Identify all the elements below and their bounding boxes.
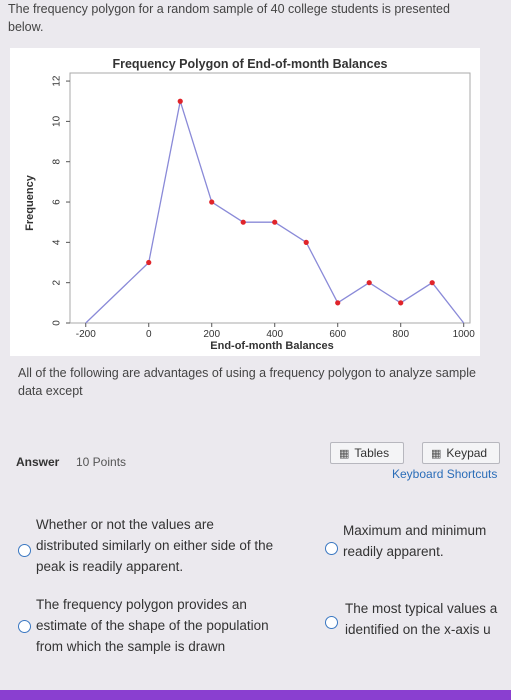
y-tick-label: 2 (52, 279, 63, 285)
x-tick-label: 0 (146, 329, 152, 340)
option-1-line-1: Whether or not the values are (36, 517, 214, 532)
x-tick-label: 1000 (453, 329, 476, 340)
option-3-line-3: from which the sample is drawn (36, 639, 226, 654)
x-tick-label: 200 (203, 329, 220, 340)
data-point (335, 300, 341, 306)
points-label: 10 Points (76, 455, 127, 469)
data-point (209, 199, 215, 205)
x-tick-label: 800 (392, 329, 409, 340)
data-point (146, 259, 152, 266)
option-2-radio[interactable] (325, 542, 338, 555)
x-tick-label: 600 (329, 329, 346, 340)
option-1-line-2: distributed similarly on either side of … (36, 538, 274, 553)
x-axis-label: End-of-month Balances (210, 340, 333, 352)
chart-title: Frequency Polygon of End-of-month Balanc… (112, 57, 387, 71)
y-tick-label: 12 (52, 75, 63, 87)
keypad-button[interactable]: ▦ Keypad (422, 442, 500, 464)
x-tick-label: -200 (76, 329, 96, 340)
y-tick-label: 6 (52, 199, 63, 205)
x-tick-label: 400 (266, 329, 283, 340)
question-prompt: All of the following are advantages of u… (18, 366, 476, 398)
question-intro: The frequency polygon for a random sampl… (8, 2, 450, 34)
data-point (272, 219, 278, 225)
option-4-radio[interactable] (325, 616, 338, 629)
data-point (240, 219, 246, 225)
option-2-line-2: readily apparent. (343, 544, 444, 559)
option-3-radio[interactable] (18, 620, 31, 633)
option-3-line-1: The frequency polygon provides an (36, 597, 247, 612)
frequency-polygon-chart: Frequency Polygon of End-of-month Balanc… (10, 48, 480, 356)
y-axis-label: Frequency (24, 174, 36, 231)
option-1-radio[interactable] (18, 544, 31, 557)
y-tick-label: 10 (52, 115, 63, 127)
option-4-line-1: The most typical values a (345, 601, 498, 616)
tables-button[interactable]: ▦ Tables (330, 442, 404, 464)
series-layer (85, 98, 465, 324)
keypad-button-label: Keypad (446, 446, 488, 460)
y-tick-label: 4 (52, 239, 63, 245)
y-tick-label: 0 (52, 320, 63, 326)
y-tick-label: 8 (52, 158, 63, 164)
keypad-icon: ▦ (431, 447, 442, 460)
data-point (177, 98, 183, 104)
bottom-bar (0, 690, 511, 700)
plot-frame (69, 72, 471, 324)
option-1-line-3: peak is readily apparent. (36, 559, 184, 574)
chart-svg: Frequency Polygon of End-of-month Balanc… (24, 57, 476, 352)
tables-button-label: Tables (354, 446, 390, 460)
option-4-line-2: identified on the x-axis u (345, 622, 491, 637)
data-point (366, 280, 372, 286)
option-2-line-1: Maximum and minimum (343, 523, 487, 538)
ticks-layer: 0 2 4 6 8 10 12 -200 0 200 400 600 800 1000 (52, 75, 476, 340)
series-line (85, 101, 465, 324)
data-point (429, 280, 435, 286)
option-3-line-2: estimate of the shape of the population (36, 618, 269, 633)
data-point (398, 300, 404, 306)
table-icon: ▦ (339, 447, 350, 460)
answer-label: Answer (16, 455, 60, 469)
keyboard-shortcuts-link[interactable]: Keyboard Shortcuts (392, 467, 498, 481)
data-point (303, 239, 309, 245)
